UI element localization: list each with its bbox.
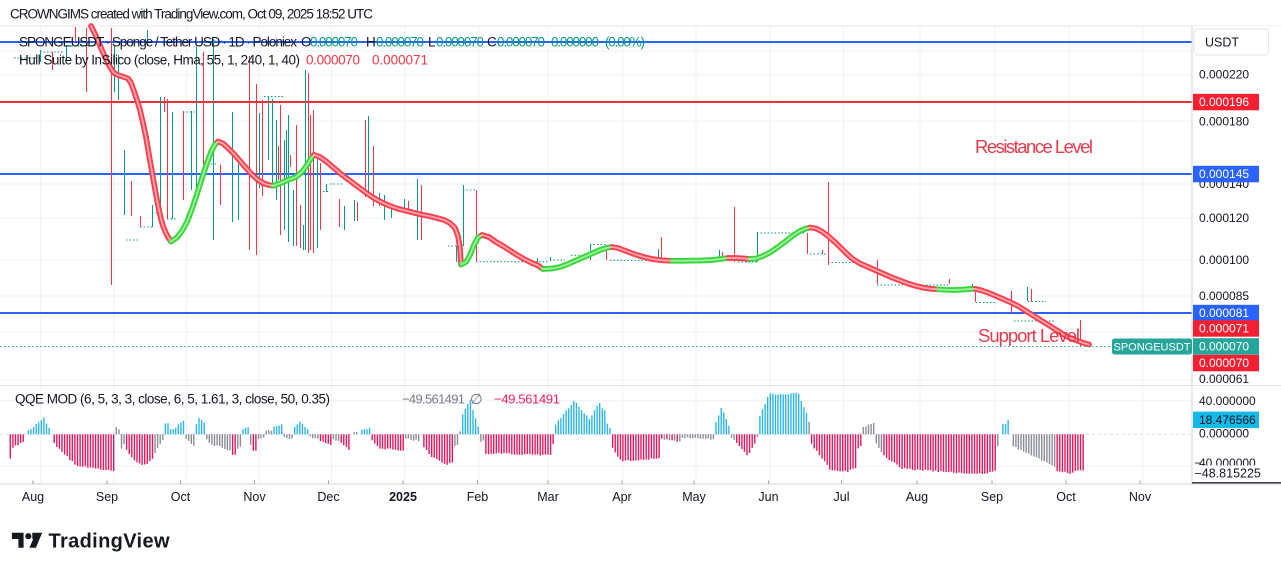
svg-text:0.000071: 0.000071 <box>1199 322 1249 336</box>
svg-text:−48.815225: −48.815225 <box>1195 467 1261 481</box>
svg-text:0.000070: 0.000070 <box>310 35 358 50</box>
svg-text:C: C <box>487 35 497 50</box>
svg-text:0.000070: 0.000070 <box>1199 340 1249 354</box>
svg-text:0.000000: 0.000000 <box>1199 427 1249 441</box>
svg-text:−49.561491: −49.561491 <box>494 392 560 407</box>
svg-text:Aug: Aug <box>22 490 44 504</box>
svg-text:0.000070: 0.000070 <box>306 53 360 68</box>
svg-text:Sep: Sep <box>981 490 1003 504</box>
svg-text:Nov: Nov <box>1129 490 1152 504</box>
svg-text:Oct: Oct <box>171 490 191 504</box>
svg-text:Hull Suite by InSilico (close,: Hull Suite by InSilico (close, Hma, 55, … <box>19 53 300 68</box>
svg-text:0.000000: 0.000000 <box>551 35 599 50</box>
svg-text:Support Level: Support Level <box>978 325 1080 346</box>
svg-text:−: − <box>1195 456 1202 470</box>
svg-text:0.000145: 0.000145 <box>1199 167 1249 181</box>
svg-text:0.000070: 0.000070 <box>376 35 424 50</box>
svg-text:0.000070: 0.000070 <box>1199 356 1249 370</box>
svg-text:CROWNGIMS created with Trading: CROWNGIMS created with TradingView.com, … <box>10 7 373 22</box>
svg-text:TradingView: TradingView <box>49 531 170 553</box>
svg-text:SPONGEUSDT: SPONGEUSDT <box>1113 342 1190 354</box>
svg-text:0.000070: 0.000070 <box>497 35 545 50</box>
svg-text:0.000071: 0.000071 <box>372 53 428 68</box>
svg-text:L: L <box>428 35 436 50</box>
svg-text:0.000061: 0.000061 <box>1199 372 1249 386</box>
svg-text:18.476566: 18.476566 <box>1199 413 1256 427</box>
svg-text:QQE MOD (6, 5, 3, 3, close, 6,: QQE MOD (6, 5, 3, 3, close, 6, 5, 1.61, … <box>15 392 330 407</box>
svg-text:SPONGEUSDT · Sponge / Tether U: SPONGEUSDT · Sponge / Tether USD · 1D · … <box>19 35 297 50</box>
svg-text:O: O <box>301 35 312 50</box>
svg-text:May: May <box>682 490 706 504</box>
svg-text:40.000000: 40.000000 <box>1199 394 1256 408</box>
svg-text:H: H <box>366 35 376 50</box>
svg-text:Apr: Apr <box>612 490 631 504</box>
svg-text:USDT: USDT <box>1205 35 1239 49</box>
svg-text:Aug: Aug <box>906 490 928 504</box>
svg-text:∅: ∅ <box>470 392 483 408</box>
svg-text:Jul: Jul <box>834 490 850 504</box>
svg-text:Feb: Feb <box>467 490 489 504</box>
svg-text:Sep: Sep <box>96 490 118 504</box>
svg-text:0.000100: 0.000100 <box>1199 253 1249 267</box>
svg-text:0.000070: 0.000070 <box>436 35 484 50</box>
svg-text:0.000085: 0.000085 <box>1199 289 1249 303</box>
svg-text:Jun: Jun <box>758 490 778 504</box>
svg-text:−49.561491: −49.561491 <box>402 392 465 407</box>
svg-text:0.000196: 0.000196 <box>1199 95 1249 109</box>
svg-text:(0.00%): (0.00%) <box>605 35 645 50</box>
svg-text:0.000120: 0.000120 <box>1199 211 1249 225</box>
svg-text:0.000220: 0.000220 <box>1199 68 1249 82</box>
svg-text:0.000180: 0.000180 <box>1199 115 1249 129</box>
svg-text:2025: 2025 <box>389 490 417 504</box>
svg-text:Mar: Mar <box>537 490 559 504</box>
svg-text:0.000081: 0.000081 <box>1199 306 1249 320</box>
svg-text:Resistance Level: Resistance Level <box>975 136 1093 157</box>
svg-text:Dec: Dec <box>317 490 339 504</box>
svg-text:Oct: Oct <box>1056 490 1076 504</box>
svg-text:Nov: Nov <box>243 490 266 504</box>
